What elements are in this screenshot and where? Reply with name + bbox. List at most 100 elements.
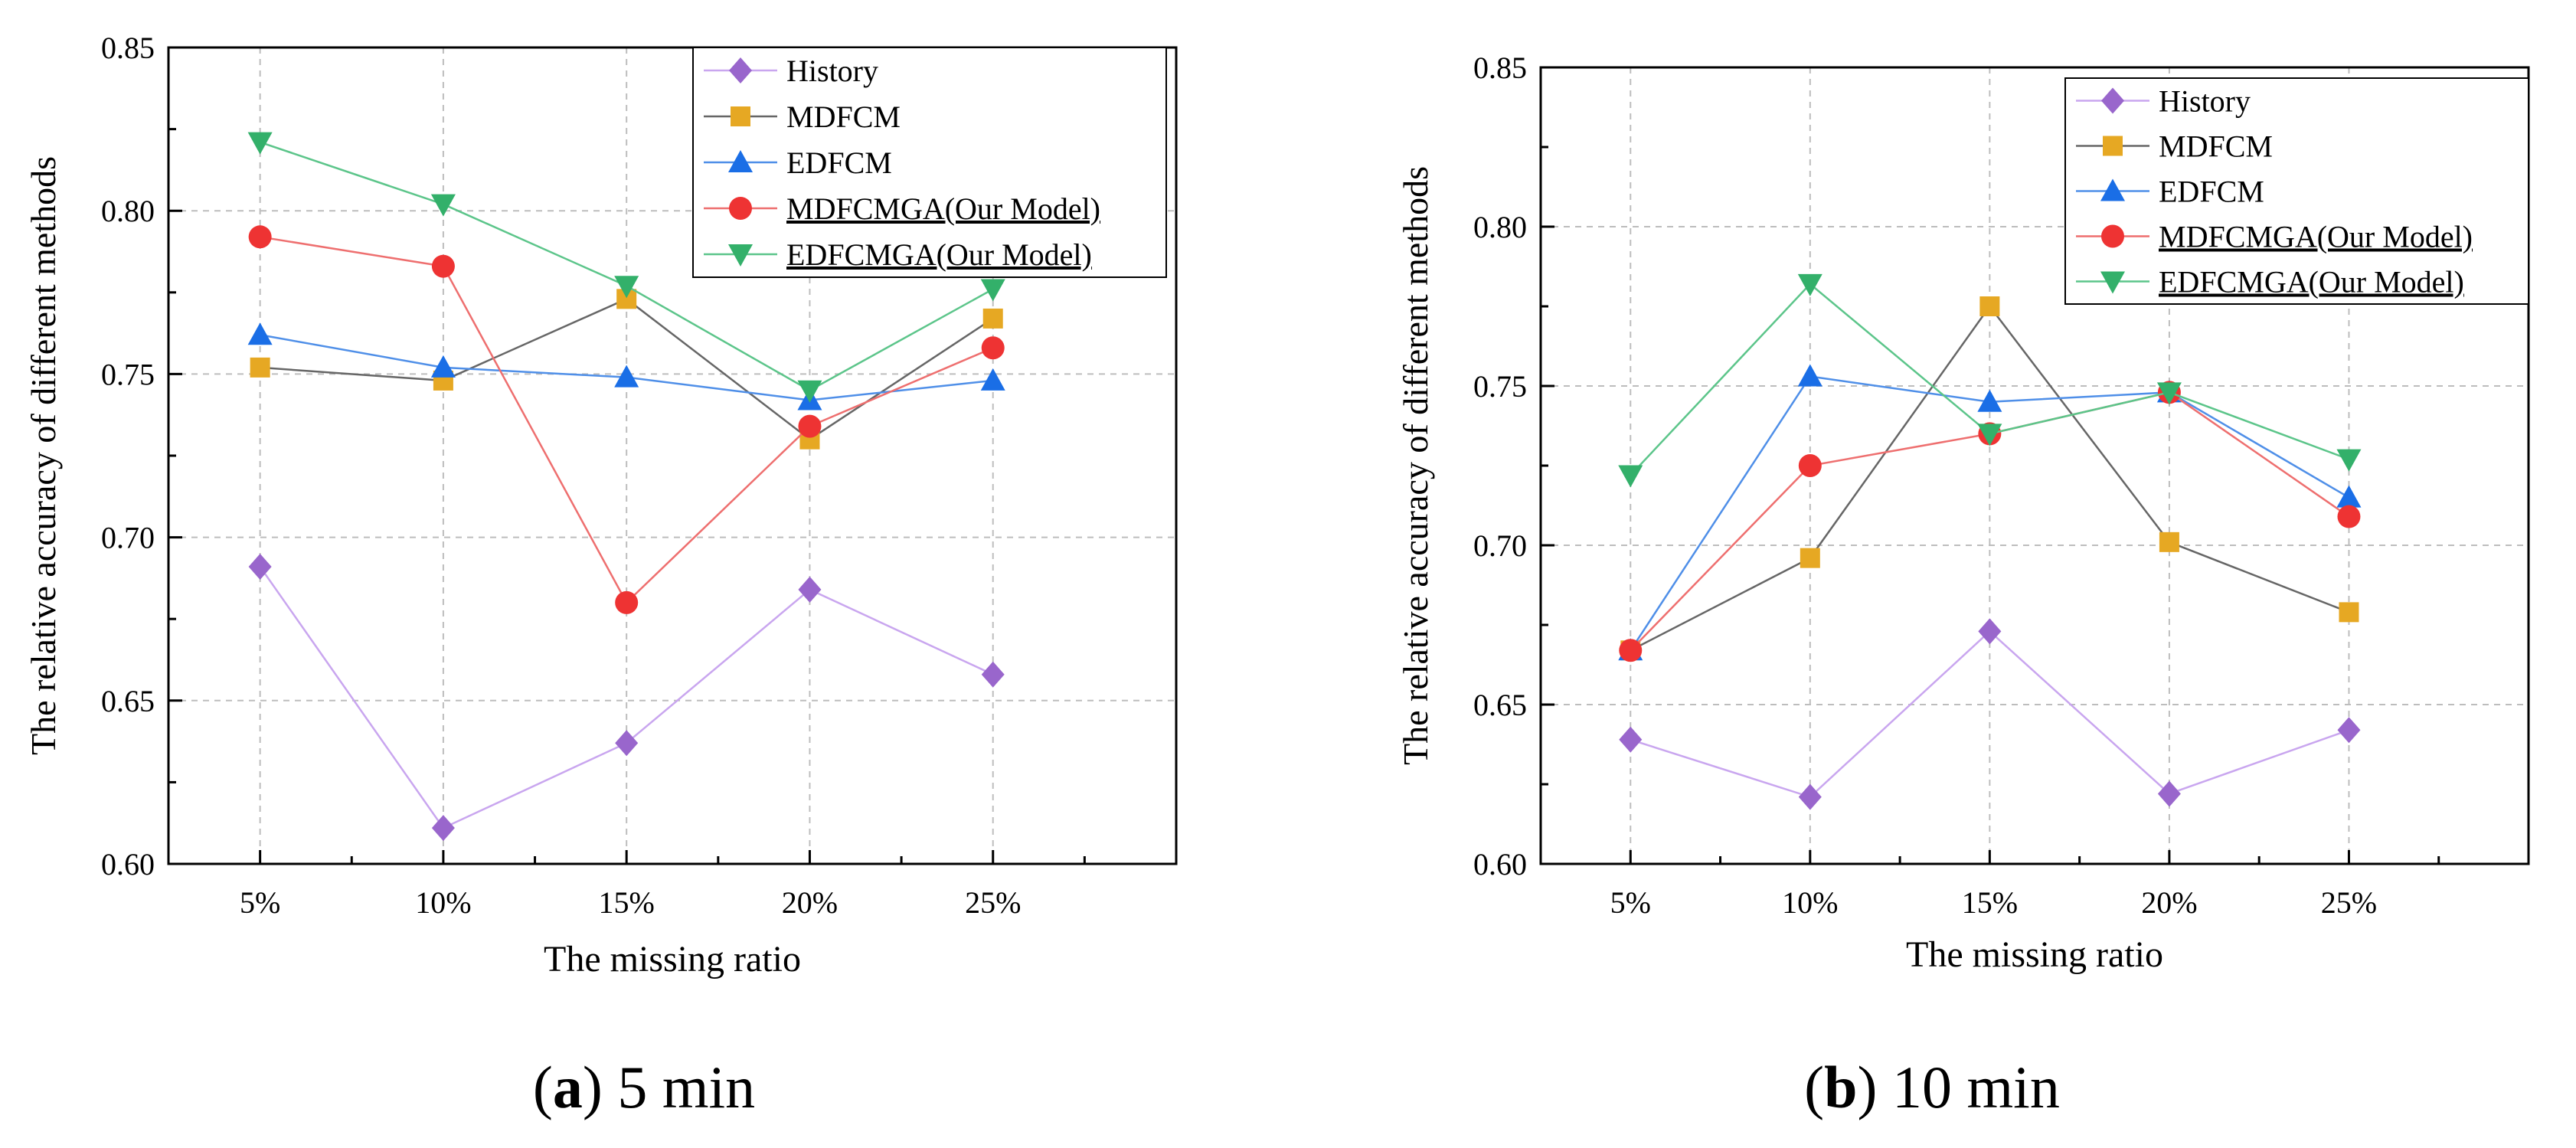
line-chart-b: 0.60 0.65 0.70 0.75 0.80 0.85 5% 10% 15% 20% 25% Th… (1396, 51, 2530, 975)
legend-label: History (2159, 84, 2251, 119)
data-point (980, 368, 1005, 391)
x-tick-label: 25% (2321, 885, 2377, 920)
legend-entry: History (704, 54, 878, 88)
data-point (247, 132, 273, 155)
legend-entry: EDFCM (2076, 175, 2264, 209)
chart-panel-a: 0.60 0.65 0.70 0.75 0.80 0.85 5% 10% 15% 20% 25% Th… (24, 31, 1178, 1120)
data-point (1978, 618, 2002, 645)
legend-entry: MDFCM (704, 100, 901, 134)
grid-lines (1541, 67, 2529, 864)
legend-label: MDFCMGA(Our Model) (2159, 220, 2473, 254)
series-mdfcmga-our-model- (248, 225, 1005, 614)
legend: History MDFCM EDFCM MDFCMGA(Our Model) EDFCM… (2064, 77, 2529, 305)
legend-label: EDFCM (2159, 175, 2264, 209)
data-point (2336, 485, 2362, 508)
legend-entry: EDFCMGA(Our Model) (704, 237, 1092, 272)
y-tick-label: 0.85 (1473, 51, 1527, 85)
y-tick-label: 0.80 (1473, 210, 1527, 244)
data-point (1797, 273, 1822, 296)
legend-entry: MDFCM (2076, 129, 2273, 164)
data-point (2337, 717, 2361, 744)
x-tick-label: 20% (2141, 885, 2197, 920)
series-edfcmga-our-model- (247, 132, 1005, 403)
x-tick-label: 10% (1782, 885, 1838, 920)
data-point (248, 553, 272, 580)
data-point (1798, 783, 1822, 810)
data-point (1977, 424, 2002, 446)
caption-text: 5 min (602, 1054, 756, 1120)
y-tick-label: 0.70 (101, 521, 155, 555)
y-tick-label: 0.70 (1473, 528, 1527, 563)
data-point (2339, 602, 2359, 623)
y-axis: 0.60 0.65 0.70 0.75 0.80 0.85 (1473, 51, 1554, 881)
legend-label: EDFCMGA(Our Model) (786, 237, 1092, 272)
caption-text: 10 min (1877, 1054, 2060, 1120)
data-point (247, 322, 273, 345)
legend-entry: MDFCMGA(Our Model) (2076, 220, 2473, 254)
series-mdfcm (250, 289, 1003, 450)
data-point (1619, 726, 1643, 753)
data-point (615, 730, 639, 757)
x-axis: 5% 10% 15% 20% 25% (1610, 850, 2440, 920)
data-point (2336, 449, 2362, 472)
data-point (2337, 505, 2361, 528)
caption-letter: a (552, 1054, 583, 1120)
legend-label: EDFCM (786, 146, 892, 180)
data-point (430, 355, 456, 378)
series-edfcm (1618, 364, 2362, 661)
x-axis-title: The missing ratio (1906, 934, 2163, 975)
data-point (797, 380, 822, 403)
series-history (1619, 618, 2361, 810)
legend-label: EDFCMGA(Our Model) (2159, 265, 2464, 299)
legend-label: MDFCM (2159, 129, 2273, 164)
data-point (1618, 465, 1643, 488)
legend-entry: EDFCM (704, 146, 892, 180)
x-tick-label: 5% (1610, 885, 1651, 920)
y-axis: 0.60 0.65 0.70 0.75 0.80 0.85 (101, 31, 182, 881)
x-tick-label: 5% (240, 885, 280, 920)
data-point (614, 365, 639, 388)
legend-marker (728, 150, 753, 172)
data-point (981, 661, 1005, 688)
legend-marker (731, 106, 750, 126)
series-mdfcm (1620, 296, 2359, 661)
y-tick-label: 0.80 (101, 194, 155, 228)
legend-marker (2103, 136, 2123, 156)
x-tick-label: 15% (599, 885, 655, 920)
legend-label: MDFCMGA(Our Model) (786, 191, 1100, 226)
y-tick-label: 0.85 (101, 31, 155, 65)
legend: History MDFCM EDFCM MDFCMGA(Our Model) EDFCM… (692, 47, 1167, 278)
data-point (1619, 639, 1643, 662)
y-tick-label: 0.60 (101, 847, 155, 881)
data-point (1800, 548, 1820, 568)
x-tick-label: 15% (1962, 885, 2018, 920)
legend-marker (728, 244, 753, 267)
series-edfcmga-our-model- (1618, 273, 2362, 488)
legend-marker (729, 57, 752, 83)
y-tick-label: 0.65 (101, 684, 155, 718)
legend-marker (2101, 224, 2124, 248)
x-axis: 5% 10% 15% 20% 25% (240, 850, 1086, 920)
y-tick-label: 0.75 (1473, 369, 1527, 404)
series-history (248, 553, 1005, 842)
data-point (1977, 389, 2002, 412)
legend-entry: History (2076, 84, 2251, 119)
legend-label: History (786, 54, 878, 88)
caption-b: (b) 10 min (1804, 1054, 2060, 1120)
caption-a: (a) 5 min (532, 1054, 756, 1120)
data-point (250, 357, 270, 378)
y-axis-title: The relative accuracy of different metho… (24, 156, 63, 755)
data-point (430, 194, 456, 217)
data-point (431, 815, 455, 842)
data-point (1798, 454, 1822, 477)
legend-marker (2101, 87, 2124, 114)
data-point (614, 276, 639, 299)
legend-entry: EDFCMGA(Our Model) (2076, 265, 2464, 299)
data-point (2159, 531, 2179, 552)
data-point (431, 254, 455, 278)
caption-letter: b (1824, 1054, 1858, 1120)
data-point (1797, 364, 1822, 387)
chart-panel-b: 0.60 0.65 0.70 0.75 0.80 0.85 5% 10% 15% 20% 25% Th… (1288, 0, 2576, 1148)
legend-marker (729, 197, 752, 220)
data-point (980, 279, 1005, 302)
